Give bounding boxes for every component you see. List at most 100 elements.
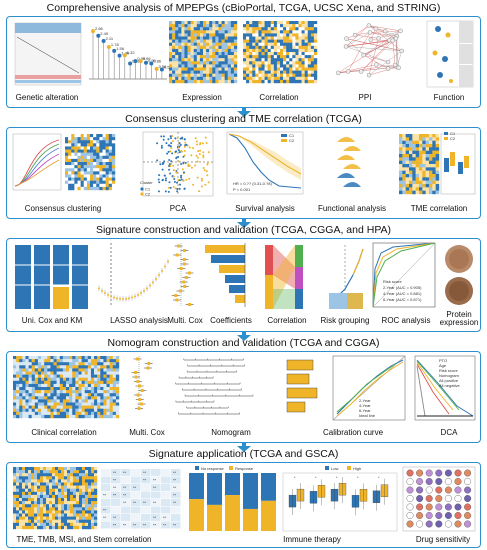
- svg-text:**: **: [133, 523, 137, 528]
- section-1-graphics: 2.662.402.111.781.561.301.320.860.990.99…: [14, 20, 474, 88]
- section-4-title: Nomogram construction and validation (TC…: [107, 337, 380, 349]
- svg-text:**: **: [153, 485, 157, 490]
- roc-legend-4y: 4-Year (AUC = 0.881): [383, 291, 422, 296]
- lollipop-value-label: 0.99: [143, 56, 152, 61]
- svg-text:**: **: [153, 500, 157, 505]
- survival-curve: [226, 131, 304, 195]
- calibration-plot: [286, 355, 406, 421]
- svg-text:**: **: [123, 523, 127, 528]
- lollipop-value-label: 1.32: [127, 50, 136, 55]
- svg-text:**: **: [143, 523, 147, 528]
- svg-text:**: **: [133, 500, 137, 505]
- section-1-panel: 2.662.402.111.781.561.301.320.860.990.99…: [6, 16, 481, 108]
- svg-text:**: **: [103, 508, 107, 513]
- coefficients-bars: [205, 243, 246, 307]
- svg-text:**: **: [143, 478, 147, 483]
- section-5-panel: ** ** ** ** ** ** ** ** ** ** ** ** ** ** ** ** ** ** ** **…: [6, 462, 481, 548]
- svg-text:**: **: [113, 515, 117, 520]
- down-arrow-icon: [237, 222, 251, 228]
- roc-legend-2y: 2-Year (AUC = 0.905): [383, 285, 422, 290]
- calib-legend-2y: 2-Year: [359, 398, 371, 403]
- svg-text:**: **: [103, 493, 107, 498]
- protein-ihc: [445, 245, 473, 305]
- hr-text: HR = 0.?? (0.31-0.?8): [233, 181, 272, 186]
- svg-text:**: **: [143, 470, 147, 475]
- immune-boxplot: * * * * *: [282, 472, 398, 532]
- label-lasso: LASSO analysis: [110, 316, 168, 325]
- svg-text:**: **: [163, 523, 167, 528]
- box-legend-low: Low: [331, 466, 338, 471]
- correlation-alluvial: [265, 245, 303, 309]
- label-tme-tmb-msi-stem: TME, TMB, MSI, and Stem correlation: [16, 535, 152, 544]
- lollipop-value-label: 1.30: [122, 51, 131, 56]
- pca-legend-c1: C1: [145, 187, 151, 192]
- label-survival-analysis: Survival analysis: [235, 204, 295, 213]
- label-dca: DCA: [440, 428, 458, 437]
- section-2-panel: Cluster C1 C2 C1 C2 HR = 0.?? (0.31-0.?8…: [6, 127, 481, 219]
- label-correlation: Correlation: [259, 93, 299, 102]
- label-drug-sensitivity: Drug sensitivity: [415, 535, 471, 544]
- svg-text:**: **: [173, 478, 177, 483]
- svg-text:**: **: [173, 485, 177, 490]
- dca-legend-risk: Risk score: [439, 368, 458, 373]
- svg-text:**: **: [173, 523, 177, 528]
- uni-cox-km-blocks: [15, 245, 88, 309]
- down-arrow-icon: [237, 446, 251, 452]
- svg-text:**: **: [113, 470, 117, 475]
- down-arrow-icon: [237, 111, 251, 117]
- label-immune-therapy: Immune therapy: [283, 535, 341, 544]
- dca-legend-allpos: All positive: [439, 378, 459, 383]
- svg-text:*: *: [336, 475, 338, 480]
- tme-legend-c1: C1: [450, 131, 456, 136]
- lollipop-value-label: 0.86: [153, 59, 162, 64]
- svg-text:**: **: [173, 470, 177, 475]
- function-dotplot: [426, 20, 474, 88]
- label-consensus-clustering: Consensus clustering: [24, 204, 102, 213]
- lollipop-value-label: 1.78: [111, 42, 120, 47]
- correlation-heatmap: [243, 21, 318, 84]
- svg-text:**: **: [113, 478, 117, 483]
- multi-cox-forest-4: [131, 356, 153, 410]
- svg-text:**: **: [153, 478, 157, 483]
- clinical-heatmap: [13, 356, 120, 419]
- svg-text:*: *: [378, 475, 380, 480]
- lollipop-value-label: 2.40: [100, 31, 109, 36]
- svg-text:**: **: [113, 493, 117, 498]
- box-legend-high: High: [353, 466, 361, 471]
- lollipop-value-label: 2.11: [106, 36, 114, 41]
- dca-legend-pto: PTO: [439, 358, 447, 363]
- svg-text:**: **: [123, 500, 127, 505]
- down-arrow-icon: [242, 108, 246, 112]
- svg-text:**: **: [173, 500, 177, 505]
- label-correlation-3: Correlation: [267, 316, 307, 325]
- roc-legend-title: Risk score: [383, 279, 402, 284]
- consensus-cdf: [12, 133, 62, 191]
- immune-legend-response: Response: [235, 466, 254, 471]
- label-ppi: PPI: [358, 93, 372, 102]
- immune-stacked-bars: [189, 473, 276, 531]
- section-4-graphics: 2-Year 4-Year 6-Year Ideal line PTO Age …: [13, 355, 476, 421]
- multi-cox-forest: [171, 243, 194, 306]
- calib-legend-ideal: Ideal line: [359, 413, 376, 418]
- lollipop-value-label: 1.56: [116, 46, 125, 51]
- svg-text:**: **: [153, 523, 157, 528]
- label-multi-cox-4: Multi. Cox: [129, 428, 165, 437]
- tme-legend-c2: C2: [450, 136, 456, 141]
- tme-tmb-heatmap: [13, 467, 98, 530]
- risk-grouping: [328, 245, 364, 309]
- genetic-alteration-plot: [14, 22, 82, 86]
- lollipop-value-label: 0.90: [148, 58, 157, 63]
- section-2-graphics: Cluster C1 C2 C1 C2 HR = 0.?? (0.31-0.?8…: [12, 131, 476, 197]
- lollipop-value-label: 2.66: [95, 26, 104, 31]
- svg-text:*: *: [357, 475, 359, 480]
- consensus-heatmap: [65, 134, 116, 191]
- section-3-panel: Risk score 2-Year (AUC = 0.905) 4-Year (…: [6, 238, 481, 332]
- svg-text:**: **: [153, 515, 157, 520]
- section-4-panel: 2-Year 4-Year 6-Year Ideal line PTO Age …: [6, 351, 481, 443]
- dca-legend-age: Age: [439, 363, 447, 368]
- label-risk-grouping: Risk grouping: [320, 316, 370, 325]
- immune-legend-noresponse: No response: [201, 466, 224, 471]
- down-arrow-icon: [242, 332, 246, 336]
- svg-text:**: **: [103, 515, 107, 520]
- expression-heatmap: [169, 21, 238, 84]
